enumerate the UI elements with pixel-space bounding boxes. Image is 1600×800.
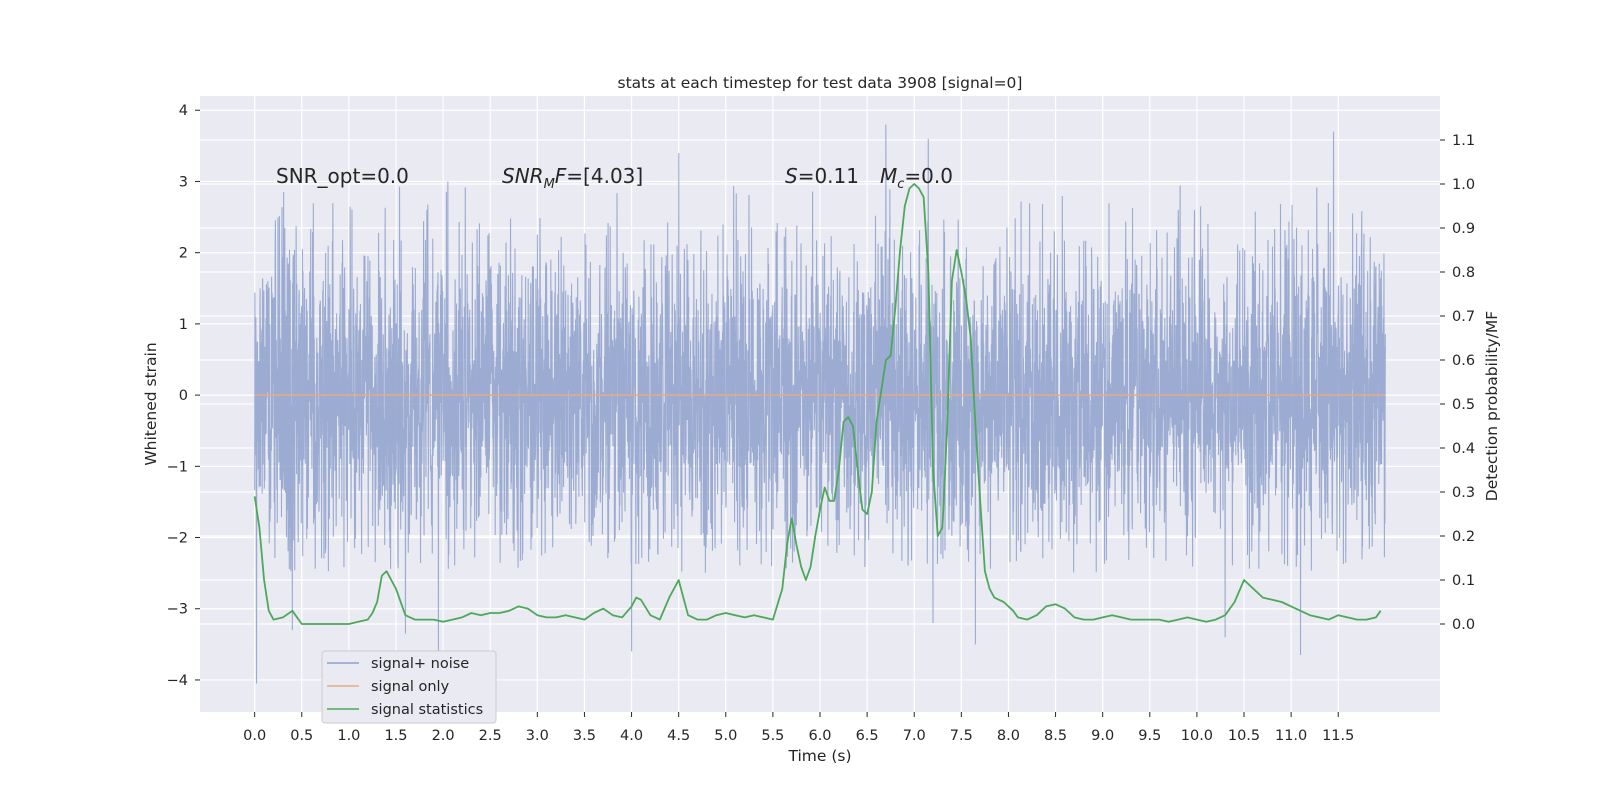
right-axis-ticks: 0.0 0.1 0.2 0.3 0.4 0.5 0.6 0.7 0.8 0.9 1.0 1.1 xyxy=(1440,133,1475,633)
x-tick-label: 10.5 xyxy=(1228,728,1260,744)
x-tick-label: 11.5 xyxy=(1322,728,1354,744)
legend: signal+ noise signal only signal statist… xyxy=(321,650,497,724)
legend-label-signal-only: signal only xyxy=(371,679,450,695)
annotation-mc: Mc=0.0 xyxy=(880,164,953,192)
x-tick-label: 0.0 xyxy=(243,728,266,744)
annotation-s: S=0.11 xyxy=(785,164,859,188)
x-tick-label: 7.0 xyxy=(903,728,926,744)
right-tick-label: 1.1 xyxy=(1452,133,1475,149)
x-axis-ticks: 0.0 0.5 1.0 1.5 2.0 2.5 3.0 3.5 4.0 4.5 5.0 5.5 6.0 6… xyxy=(243,712,1354,744)
right-axis-label: Detection probability/MF xyxy=(1483,311,1501,502)
y-tick-label: −3 xyxy=(167,602,188,618)
x-tick-label: 4.0 xyxy=(620,728,643,744)
x-tick-label: 1.5 xyxy=(384,728,407,744)
x-tick-label: 4.5 xyxy=(667,728,690,744)
signal-statistics-series xyxy=(253,183,1382,625)
x-tick-label: 9.5 xyxy=(1138,728,1161,744)
right-tick-label: 0.6 xyxy=(1452,353,1475,369)
right-tick-label: 0.5 xyxy=(1452,397,1475,413)
legend-label-signal-statistics: signal statistics xyxy=(371,702,483,718)
y-axis-label: Whitened strain xyxy=(142,342,160,465)
y-tick-label: −2 xyxy=(167,531,188,547)
x-tick-label: 8.5 xyxy=(1044,728,1067,744)
x-tick-label: 7.5 xyxy=(950,728,973,744)
x-tick-label: 2.0 xyxy=(432,728,455,744)
right-tick-label: 0.4 xyxy=(1452,441,1475,457)
x-tick-label: 3.0 xyxy=(526,728,549,744)
chart-title: stats at each timestep for test data 390… xyxy=(618,74,1023,92)
right-tick-label: 0.2 xyxy=(1452,529,1475,545)
y-tick-label: 4 xyxy=(179,103,188,119)
signal-statistics-line xyxy=(253,183,1382,625)
x-axis-label: Time (s) xyxy=(787,747,851,765)
x-tick-label: 2.5 xyxy=(479,728,502,744)
legend-box xyxy=(321,650,497,724)
y-axis-ticks: −4 −3 −2 −1 0 1 2 3 4 xyxy=(167,103,200,689)
y-tick-label: 3 xyxy=(179,174,188,190)
right-tick-label: 1.0 xyxy=(1452,177,1475,193)
legend-label-signal-noise: signal+ noise xyxy=(371,656,469,672)
x-tick-label: 6.5 xyxy=(856,728,879,744)
right-tick-label: 0.8 xyxy=(1452,265,1475,281)
x-tick-label: 5.5 xyxy=(761,728,784,744)
annotation-snr-mf: SNRMF=[4.03] xyxy=(502,164,643,192)
x-tick-label: 10.0 xyxy=(1181,728,1213,744)
right-tick-label: 0.1 xyxy=(1452,573,1475,589)
x-tick-label: 8.0 xyxy=(997,728,1020,744)
x-tick-label: 3.5 xyxy=(573,728,596,744)
y-tick-label: −1 xyxy=(167,459,188,475)
right-tick-label: 0.0 xyxy=(1452,617,1475,633)
y-tick-label: 2 xyxy=(179,246,188,262)
x-tick-label: 0.5 xyxy=(290,728,313,744)
right-tick-label: 0.7 xyxy=(1452,309,1475,325)
y-tick-label: −4 xyxy=(167,673,188,689)
annotation-snr-opt: SNR_opt=0.0 xyxy=(276,164,409,188)
x-tick-label: 5.0 xyxy=(714,728,737,744)
x-tick-label: 11.0 xyxy=(1275,728,1307,744)
y-tick-label: 1 xyxy=(179,317,188,333)
x-tick-label: 6.0 xyxy=(808,728,831,744)
right-tick-label: 0.3 xyxy=(1452,485,1475,501)
x-tick-label: 1.0 xyxy=(337,728,360,744)
right-tick-label: 0.9 xyxy=(1452,221,1475,237)
x-tick-label: 9.0 xyxy=(1091,728,1114,744)
y-tick-label: 0 xyxy=(179,388,188,404)
